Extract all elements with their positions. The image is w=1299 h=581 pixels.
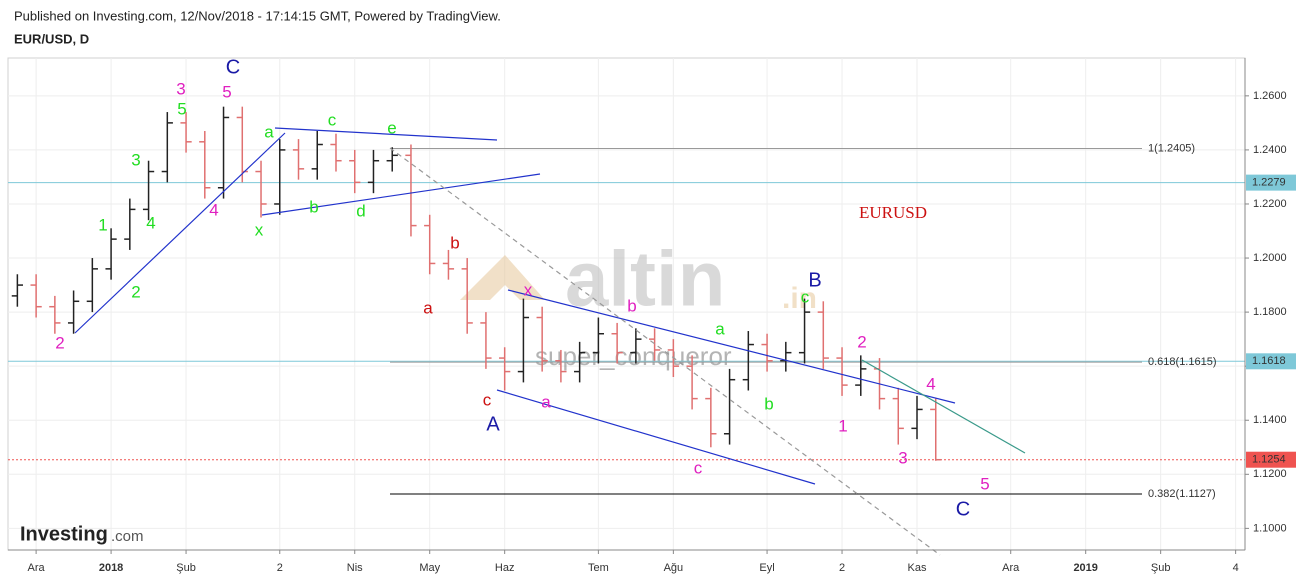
- x-tick-label: Haz: [495, 562, 515, 574]
- wave-label: c: [801, 287, 810, 306]
- wave-label: 2: [55, 333, 64, 352]
- wave-label: b: [450, 233, 459, 252]
- fib-label: 0.382(1.1127): [1148, 488, 1216, 500]
- fib-trend-line: [389, 147, 941, 556]
- x-tick-label: Ağu: [664, 562, 684, 574]
- wave-label: a: [264, 122, 274, 141]
- trend-line: [74, 132, 286, 334]
- symbol-note: EURUSD: [859, 203, 927, 222]
- x-tick-label: Ara: [28, 562, 46, 574]
- y-tick-label: 1.2600: [1253, 90, 1287, 102]
- wave-label: B: [808, 269, 821, 291]
- watermark-suffix: .in: [782, 282, 817, 315]
- y-tick-label: 1.1800: [1253, 306, 1287, 318]
- wave-label: C: [956, 498, 970, 520]
- wave-label: b: [309, 197, 318, 216]
- wave-label: 3: [176, 79, 185, 98]
- wave-label: 1: [98, 215, 107, 234]
- wave-label: b: [764, 394, 773, 413]
- wave-label: x: [524, 280, 533, 299]
- levels: 1(1.2405) 0.618(1.1615) 0.382(1.1127): [8, 142, 1245, 500]
- wave-label: 1: [838, 416, 847, 435]
- wave-label: A: [486, 413, 500, 435]
- wave-label: 5: [980, 474, 989, 493]
- wave-label: x: [255, 220, 264, 239]
- subtitle: Published on Investing.com, 12/Nov/2018 …: [14, 8, 501, 23]
- x-tick-label: Nis: [347, 562, 363, 574]
- watermark-icon: [460, 255, 545, 300]
- price-label-box: [1246, 451, 1296, 468]
- fib-label: 1(1.2405): [1148, 142, 1195, 154]
- logo-text: Investing: [20, 523, 108, 545]
- wave-label: 4: [146, 213, 155, 232]
- price-label: 1.1254: [1252, 454, 1286, 466]
- y-tick-label: 1.1200: [1253, 468, 1287, 480]
- axes: 1.10001.12001.14001.16001.18001.20001.22…: [8, 58, 1296, 574]
- x-tick-label: May: [419, 562, 440, 574]
- y-tick-label: 1.2200: [1253, 198, 1287, 210]
- wave-label: C: [226, 56, 240, 78]
- trend-line: [496, 389, 816, 485]
- x-tick-label: Ara: [1002, 562, 1020, 574]
- x-tick-label: 2: [277, 562, 283, 574]
- x-tick-label: 2018: [99, 562, 123, 574]
- wave-label: b: [627, 296, 636, 315]
- wave-label: c: [694, 458, 703, 477]
- x-tick-label: 2019: [1073, 562, 1097, 574]
- trend-line: [261, 173, 541, 216]
- x-tick-label: 2: [839, 562, 845, 574]
- chart-title: EUR/USD, D: [14, 31, 89, 46]
- wave-label: 5: [177, 99, 186, 118]
- wave-label: 4: [209, 200, 218, 219]
- x-tick-label: Şub: [176, 562, 196, 574]
- price-label-box: [1246, 353, 1296, 370]
- watermark-sub: super_conqueror: [535, 341, 732, 371]
- trend-line: [861, 359, 1026, 454]
- wave-label: d: [356, 201, 365, 220]
- y-tick-label: 1.1000: [1253, 522, 1287, 534]
- y-tick-label: 1.1400: [1253, 414, 1287, 426]
- logo: Investing .com: [20, 523, 144, 545]
- logo-suffix: .com: [111, 528, 144, 545]
- price-label: 1.1618: [1252, 355, 1286, 367]
- price-label: 1.2279: [1252, 177, 1286, 189]
- wave-label: 5: [222, 82, 231, 101]
- trend-line: [274, 127, 498, 141]
- x-tick-label: Tem: [588, 562, 609, 574]
- wave-label: 3: [131, 150, 140, 169]
- wave-label: 4: [926, 374, 935, 393]
- wave-label: 2: [131, 282, 140, 301]
- wave-label: c: [483, 390, 492, 409]
- wave-label: 3: [898, 448, 907, 467]
- wave-label: a: [715, 319, 725, 338]
- x-tick-label: 4: [1233, 562, 1239, 574]
- wave-label: e: [387, 118, 396, 137]
- trend-line: [507, 289, 956, 404]
- wave-label: 2: [857, 332, 866, 351]
- trend-lines: [74, 127, 1026, 556]
- y-tick-label: 1.2000: [1253, 252, 1287, 264]
- wave-label: c: [328, 110, 337, 129]
- x-tick-label: Eyl: [759, 562, 774, 574]
- wave-label: a: [541, 392, 551, 411]
- x-tick-label: Şub: [1151, 562, 1171, 574]
- wave-label: a: [423, 298, 433, 317]
- fib-label: 0.618(1.1615): [1148, 356, 1217, 368]
- watermark: altin .in super_conqueror: [460, 235, 817, 371]
- x-tick-label: Kas: [908, 562, 927, 574]
- watermark-text: altin: [565, 235, 725, 323]
- y-tick-label: 1.2400: [1253, 144, 1287, 156]
- price-label-box: [1246, 174, 1296, 191]
